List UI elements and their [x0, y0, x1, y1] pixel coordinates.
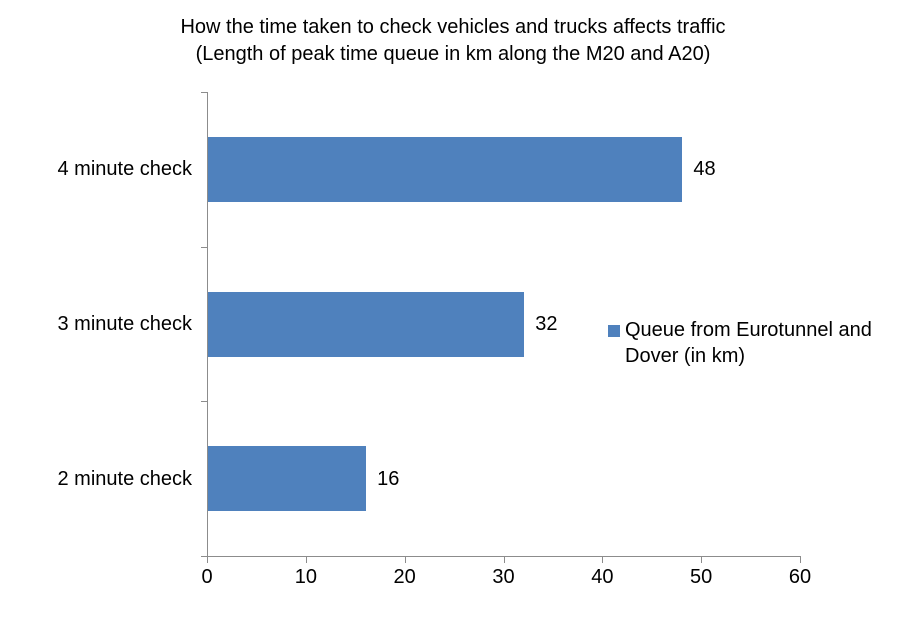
bar [208, 446, 367, 512]
category-label: 4 minute check [57, 158, 192, 181]
bar [208, 291, 525, 357]
x-axis-tick [305, 556, 307, 563]
x-axis-tick-label: 30 [492, 566, 515, 588]
value-label: 48 [693, 158, 716, 181]
y-axis-tick [201, 92, 207, 93]
chart-title-line2: (Length of peak time queue in km along t… [195, 43, 711, 65]
x-axis-tick [404, 556, 406, 563]
x-axis-tick [207, 556, 208, 563]
x-axis-tick [503, 556, 505, 563]
value-label: 16 [377, 467, 400, 490]
x-axis-tick-label: 0 [201, 566, 213, 588]
category-label: 3 minute check [57, 313, 192, 335]
legend-label: Queue from Eurotunnel and Dover (in km) [625, 319, 872, 367]
x-axis-tick [800, 556, 801, 563]
legend: Queue from Eurotunnel and Dover (in km) [608, 317, 906, 369]
x-axis-tick-label: 20 [393, 566, 416, 588]
category-label: 2 minute check [57, 467, 192, 490]
x-axis-tick-label: 10 [294, 566, 317, 588]
x-axis-tick-label: 40 [591, 566, 614, 588]
y-axis-tick [201, 246, 207, 248]
value-label: 32 [535, 313, 558, 335]
x-axis-tick [602, 556, 604, 563]
x-axis-tick-label: 50 [690, 566, 713, 588]
x-axis-tick-label: 60 [788, 566, 812, 588]
bar [208, 136, 683, 202]
legend-marker-icon [608, 325, 620, 337]
chart-title: How the time taken to check vehicles and… [0, 14, 906, 68]
y-axis-tick [201, 556, 207, 557]
chart-title-line1: How the time taken to check vehicles and… [180, 16, 726, 38]
y-axis-tick [201, 401, 207, 403]
x-axis-tick [701, 556, 703, 563]
